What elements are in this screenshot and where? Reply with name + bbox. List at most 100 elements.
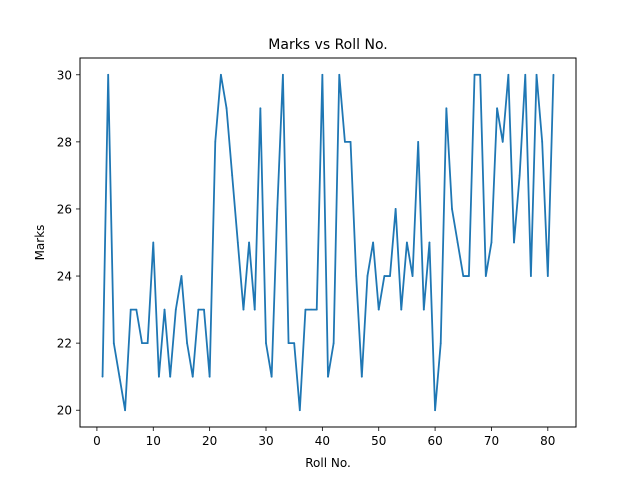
data-point	[197, 308, 200, 311]
x-tick-label: 10	[146, 434, 161, 448]
data-point	[535, 73, 538, 76]
data-point	[203, 308, 205, 311]
data-point	[174, 308, 177, 311]
data-point	[479, 73, 482, 76]
data-point	[231, 174, 234, 177]
data-point	[484, 275, 487, 277]
data-point	[355, 275, 358, 277]
data-point	[287, 342, 290, 345]
data-point	[400, 308, 403, 311]
data-point	[451, 208, 453, 210]
data-point	[270, 375, 273, 378]
data-point	[501, 140, 504, 143]
data-point	[225, 107, 228, 110]
x-tick-label: 20	[202, 434, 217, 448]
x-tick-label: 30	[258, 434, 273, 448]
data-point	[152, 241, 155, 244]
data-point	[186, 342, 188, 345]
data-point	[541, 140, 544, 143]
data-point	[265, 342, 267, 345]
data-point	[191, 375, 194, 378]
data-point	[422, 308, 425, 311]
y-tick-label: 28	[57, 135, 72, 149]
data-point	[293, 342, 296, 345]
data-point	[242, 308, 245, 311]
data-point	[462, 275, 465, 277]
y-tick-label: 22	[57, 337, 72, 351]
data-point	[490, 241, 493, 244]
data-point	[118, 375, 121, 378]
data-point	[468, 275, 470, 277]
data-point	[163, 308, 166, 311]
data-point	[530, 275, 532, 277]
x-tick-label: 70	[484, 434, 499, 448]
data-point	[377, 308, 380, 311]
plot-frame	[79, 57, 577, 428]
data-point	[112, 342, 115, 345]
data-point	[208, 375, 211, 378]
x-tick-label: 40	[315, 434, 330, 448]
data-point	[552, 73, 555, 76]
data-point	[248, 241, 250, 244]
data-point	[327, 375, 329, 378]
y-tick-label: 26	[57, 202, 72, 216]
data-point	[394, 208, 397, 210]
data-point	[321, 73, 324, 76]
data-point	[406, 241, 408, 244]
data-point	[129, 308, 132, 311]
data-point	[372, 241, 374, 244]
data-point	[101, 375, 104, 378]
x-axis-label: Roll No.	[305, 456, 351, 470]
data-point	[383, 275, 386, 277]
y-tick-label: 24	[57, 270, 72, 284]
data-point	[417, 140, 420, 143]
data-point	[332, 342, 335, 345]
data-point	[214, 140, 217, 143]
data-point	[546, 275, 549, 277]
data-point	[428, 241, 431, 244]
data-point	[158, 375, 160, 378]
data-point	[338, 73, 341, 76]
data-point	[349, 140, 352, 143]
data-point	[411, 275, 414, 277]
data-point	[366, 275, 369, 277]
data-point	[496, 107, 498, 110]
data-point	[445, 107, 448, 110]
data-point	[298, 409, 301, 412]
x-tick-label: 50	[371, 434, 386, 448]
data-point	[507, 73, 510, 76]
data-point	[141, 342, 143, 345]
data-point	[236, 241, 239, 244]
data-point	[389, 275, 391, 277]
data-point	[282, 73, 284, 76]
data-point	[315, 308, 318, 311]
x-axis-ticks: 0 10 20 30 40 50 60 70 80	[93, 427, 555, 448]
data-point	[135, 308, 138, 311]
data-point	[434, 409, 436, 412]
data-point	[259, 107, 262, 110]
x-tick-label: 80	[540, 434, 555, 448]
data-point	[360, 375, 363, 378]
y-axis-label: Marks	[33, 225, 47, 261]
data-point	[276, 208, 279, 210]
y-tick-label: 20	[57, 404, 72, 418]
x-tick-label: 60	[427, 434, 442, 448]
data-point	[310, 308, 312, 311]
data-point	[169, 375, 172, 378]
data-point	[513, 241, 515, 244]
chart-title: Marks vs Roll No.	[268, 37, 387, 53]
data-point	[107, 73, 110, 76]
data-point	[220, 73, 222, 76]
data-point	[524, 73, 527, 76]
series-layer	[101, 73, 555, 412]
data-point	[344, 140, 346, 143]
data-point	[253, 308, 256, 311]
data-point	[439, 342, 442, 345]
data-point	[180, 275, 183, 277]
y-tick-label: 30	[57, 68, 72, 82]
data-point	[304, 308, 307, 311]
x-tick-label: 0	[93, 434, 101, 448]
data-point	[456, 241, 459, 244]
